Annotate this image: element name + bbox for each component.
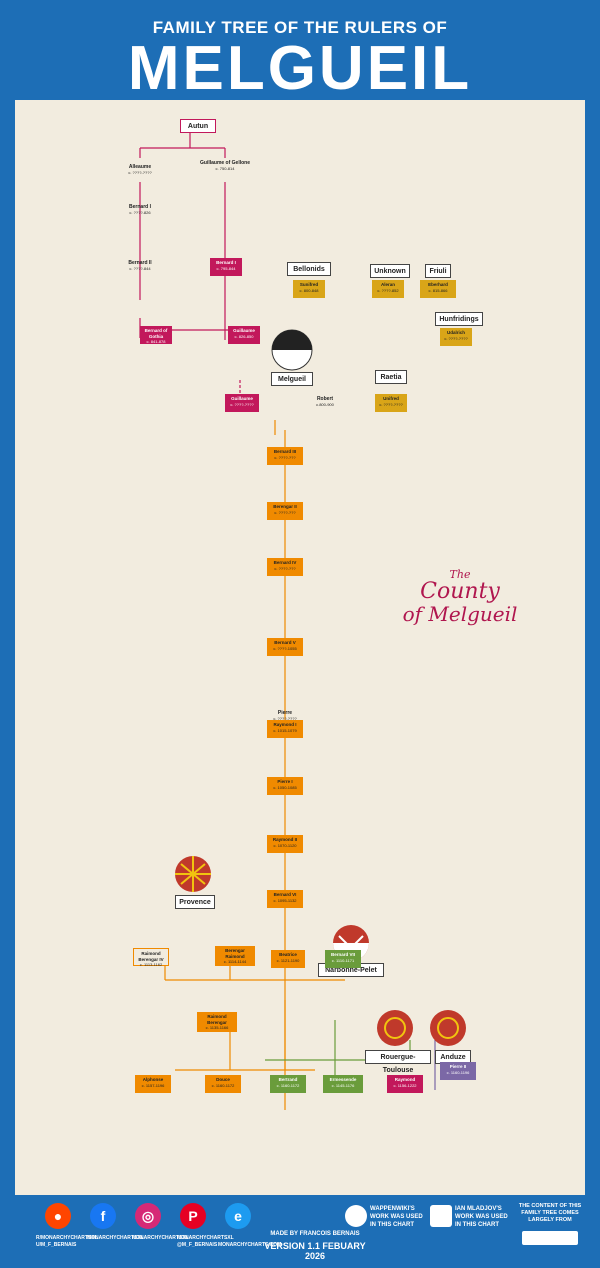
person-ermessende: Ermessende c. 1145-1176	[323, 1075, 363, 1093]
house-label-autun: Autun	[180, 119, 216, 133]
web-icon[interactable]: e	[225, 1203, 251, 1229]
person-bernard-7: Bernard VII c. 1110-1171	[325, 950, 361, 968]
person-bernard-2: Bernard II c. ????-844	[128, 260, 152, 271]
house-label-friuli: Friuli	[425, 264, 451, 278]
mladjov-logo-icon	[430, 1205, 452, 1227]
instagram-icon[interactable]: ◎	[135, 1203, 161, 1229]
person-douce: Douce c. 1160-1172	[205, 1075, 241, 1093]
person-sunifred: Sunifred c. 800-848	[293, 280, 325, 298]
footer-wappenwiki: WAPPENWIKI'S WORK WAS USED IN THIS CHART	[370, 1206, 423, 1228]
footer-twitter: @M_F_BERNAIS	[177, 1242, 218, 1248]
person-alphonse: Alphonse c. 1157-1196	[135, 1075, 171, 1093]
footer-mladjov: IAN MLADJOV'S WORK WAS USED IN THIS CHART	[455, 1206, 508, 1228]
provence-shield-icon	[175, 856, 211, 892]
county-title: The County of Melgueil	[402, 568, 518, 626]
footer-facebook: MONARCHYCHARTSXL	[87, 1235, 144, 1241]
house-label-hunfridings: Hunfridings	[435, 312, 483, 326]
rouergue-shield-icon	[377, 1010, 413, 1046]
footer-instagram: MONARCHYCHARTSXL	[132, 1235, 189, 1241]
person-udalrich: Udalrich c. ????-????	[440, 328, 472, 346]
anduze-shield-icon	[430, 1010, 466, 1046]
person-eberhard: Eberhard c. 815-866	[420, 280, 456, 298]
person-bernard-6: Bernard VI c. 1095-1132	[267, 890, 303, 908]
person-raimond-berengar: Raimond Berengar c. 1135-1166	[197, 1012, 237, 1032]
person-guillaume-melgueil: Guillaume c. ????-????	[225, 394, 259, 412]
tree-panel: Autun Bellonids Unknown Friuli Hunfridin…	[15, 100, 585, 1195]
person-raimond-berengar-4: Raimond Berengar IV c. 1113-1162	[133, 948, 169, 967]
person-raymond-2: Raymond II c. 1070-1120	[267, 835, 303, 853]
house-label-melgueil: Melgueil	[271, 372, 313, 386]
wappenwiki-logo-icon	[345, 1205, 367, 1227]
footer-reddit-user: U/M_F_BERNAIS	[36, 1242, 77, 1248]
person-pierre: Pierre c. ????-????	[273, 710, 297, 721]
person-unifred: Unifred c. ????-????	[375, 394, 407, 412]
house-label-provence: Provence	[175, 895, 215, 909]
person-robert: Robert c.800-900	[316, 396, 334, 407]
facebook-icon[interactable]: f	[90, 1203, 116, 1229]
footer-made-by: MADE BY FRANCOIS BERNAIS	[270, 1231, 360, 1237]
cc-license-icon[interactable]	[522, 1231, 578, 1245]
house-label-unknown: Unknown	[370, 264, 410, 278]
person-raymond-rouergue: Raymond c. 1156-1222	[387, 1075, 423, 1093]
person-bertrand: Bertrand c. 1160-1172	[270, 1075, 306, 1093]
house-label-rouergue: Rouergue-Toulouse	[365, 1050, 431, 1074]
house-label-bellonids: Bellonids	[287, 262, 331, 276]
footer: ● f ◎ P e R/MONARCHYCHARTSXL U/M_F_BERNA…	[0, 1195, 600, 1268]
footer-version: VERSION 1.1 FEBUARY 2026	[264, 1241, 366, 1261]
person-guillaume-gellone: Guillaume of Gellone c. 750-814	[200, 160, 251, 171]
house-label-raetia: Raetia	[375, 370, 407, 384]
person-berengar-2: Berengar II c. ????-???	[267, 502, 303, 520]
person-bernard-gothia: Bernard of Gothia c. 841-878	[140, 326, 172, 344]
header-subtitle: FAMILY TREE OF THE RULERS OF	[152, 18, 448, 37]
reddit-icon[interactable]: ●	[45, 1203, 71, 1229]
footer-website: MONARCHYCHARTS.COM	[218, 1242, 282, 1248]
person-pierre-2: Pierre II c. 1160-1196	[440, 1062, 476, 1080]
person-berengar-raimond: Berengar Raimond c. 1114-1144	[215, 946, 255, 966]
footer-cc-text: THE CONTENT OF THIS FAMILY TREE COMES LARG…	[518, 1203, 582, 1223]
person-bernard-3: Bernard III c. ????-???	[267, 447, 303, 465]
person-aleran: Aleran c. ????-852	[372, 280, 404, 298]
header-title: MELGUEIL	[127, 34, 473, 103]
person-beatrice: Beatrice c. 1121-1190	[271, 950, 305, 968]
person-alleaume: Alleaume c. ????-????	[128, 164, 152, 175]
person-bernard-4: Bernard IV c. ????-???	[267, 558, 303, 576]
melgueil-shield-icon	[271, 329, 313, 371]
person-guillaume-dhuoda: Guillaume c. 826-850	[228, 326, 260, 344]
footer-pinterest: MONARCHYCHARTSXL	[177, 1235, 234, 1241]
footer-reddit: R/MONARCHYCHARTSXL	[36, 1235, 98, 1241]
pinterest-icon[interactable]: P	[180, 1203, 206, 1229]
